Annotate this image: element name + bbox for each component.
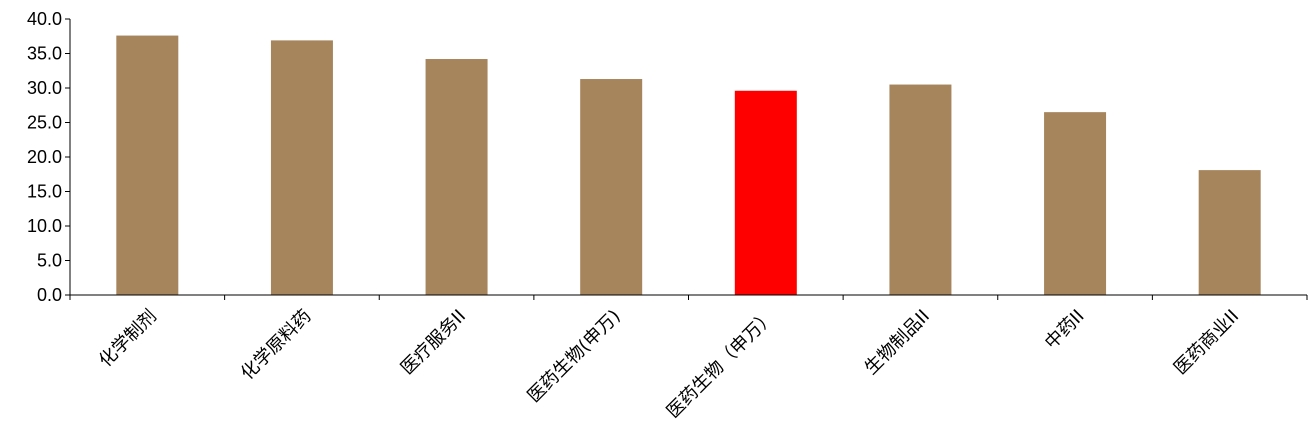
- bar-2: [270, 40, 333, 295]
- x-category-label: 医疗服务II: [397, 306, 470, 379]
- bar-3: [425, 59, 488, 295]
- x-category-label: 生物制品II: [861, 306, 934, 379]
- bar-5: [734, 90, 797, 295]
- y-tick-label: 0.0: [37, 285, 62, 305]
- y-tick-label: 30.0: [27, 78, 62, 98]
- y-tick-label: 5.0: [37, 251, 62, 271]
- y-axis: 0.0 5.0 10.0 15.0 20.0 25.0 30.0 35.0 40.0: [27, 9, 71, 305]
- bar-1: [116, 35, 179, 296]
- x-category-label: 中药II: [1041, 306, 1089, 354]
- y-tick-label: 15.0: [27, 182, 62, 202]
- y-tick-label: 20.0: [27, 147, 62, 167]
- x-category-label: 医药生物(申万): [524, 306, 625, 407]
- bar-7: [1044, 112, 1107, 296]
- bar-4: [580, 79, 643, 295]
- x-category-label: 化学原料药: [237, 306, 315, 384]
- x-axis: 化学制剂 化学原料药 医疗服务II 医药生物(申万) 医药生物（申万） 生物制品II 中药I…: [69, 294, 1308, 423]
- bar-6: [889, 84, 952, 295]
- y-tick-label: 40.0: [27, 9, 62, 29]
- y-tick-label: 35.0: [27, 44, 62, 64]
- bars: [116, 35, 1261, 296]
- y-tick-label: 25.0: [27, 113, 62, 133]
- x-category-label: 医药商业II: [1170, 306, 1243, 379]
- x-category-label: 化学制剂: [95, 306, 161, 372]
- y-tick-label: 10.0: [27, 216, 62, 236]
- bar-8: [1198, 170, 1261, 295]
- x-category-label: 医药生物（申万）: [663, 306, 780, 423]
